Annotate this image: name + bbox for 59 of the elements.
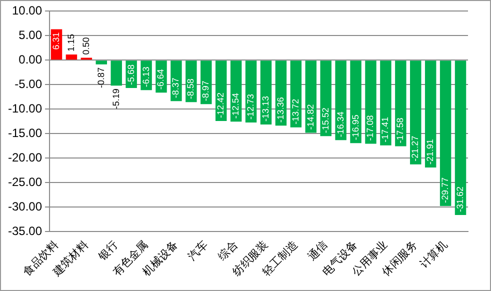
y-tick-label: -35.00 — [8, 224, 42, 238]
data-label: -6.64 — [156, 69, 166, 90]
bar — [395, 60, 406, 146]
bar — [410, 60, 422, 164]
data-label: -12.42 — [216, 92, 226, 118]
y-tick-label: -5.00 — [14, 76, 42, 91]
bar — [350, 60, 362, 144]
bar — [454, 60, 466, 216]
data-label: -5.68 — [126, 64, 136, 85]
y-tick-label: 5.00 — [18, 28, 42, 42]
data-label: -13.36 — [275, 97, 286, 123]
bar — [200, 60, 212, 104]
data-label: -17.58 — [395, 118, 406, 144]
y-tick-label: -15.00 — [8, 126, 42, 140]
y-tick-label: 10.00 — [12, 4, 42, 18]
data-label: -8.37 — [170, 78, 181, 98]
bar — [170, 60, 182, 102]
data-label: 6.31 — [50, 32, 61, 50]
data-label: -21.27 — [410, 136, 420, 162]
data-label: -21.91 — [425, 138, 436, 164]
data-label: -13.13 — [260, 96, 270, 122]
data-label: 0.50 — [80, 37, 91, 55]
data-label: -12.73 — [246, 94, 256, 120]
data-label: -8.97 — [200, 80, 211, 102]
bar — [320, 60, 332, 136]
data-label: -12.54 — [230, 93, 241, 119]
data-label: -5.19 — [110, 88, 121, 110]
x-tick-label: 计算机 — [417, 238, 450, 271]
x-tick-label: 汽车 — [186, 238, 210, 264]
bar — [380, 60, 392, 146]
bar — [424, 60, 436, 168]
data-label: -31.62 — [455, 186, 466, 212]
bar — [96, 60, 108, 64]
data-label: -17.08 — [365, 115, 376, 141]
data-label: -6.13 — [140, 66, 151, 88]
x-tick-label: 银行 — [96, 239, 121, 264]
data-label: 1.15 — [66, 34, 76, 52]
data-label: -17.41 — [380, 116, 390, 142]
bar — [365, 60, 376, 144]
data-label: -13.72 — [290, 98, 300, 124]
data-label: -29.77 — [440, 177, 450, 203]
data-label: -15.52 — [320, 108, 330, 134]
bar — [66, 54, 78, 60]
y-tick-label: -25.00 — [8, 174, 42, 189]
bar — [440, 60, 452, 206]
y-tick-label: -30.00 — [8, 199, 42, 214]
y-tick-label: -20.00 — [8, 150, 42, 164]
bar — [110, 60, 122, 86]
data-label: -16.95 — [350, 114, 360, 140]
y-tick-label: -10.00 — [8, 101, 42, 116]
data-label: -8.58 — [186, 78, 196, 100]
bar — [335, 60, 346, 140]
data-label: -16.34 — [335, 112, 346, 138]
data-label: -0.87 — [96, 67, 106, 88]
y-tick-label: 0.00 — [18, 52, 42, 66]
data-label: -14.82 — [305, 104, 316, 130]
x-tick-label: 通信 — [305, 238, 330, 264]
x-tick-label: 综合 — [216, 238, 240, 264]
bar — [290, 60, 302, 128]
